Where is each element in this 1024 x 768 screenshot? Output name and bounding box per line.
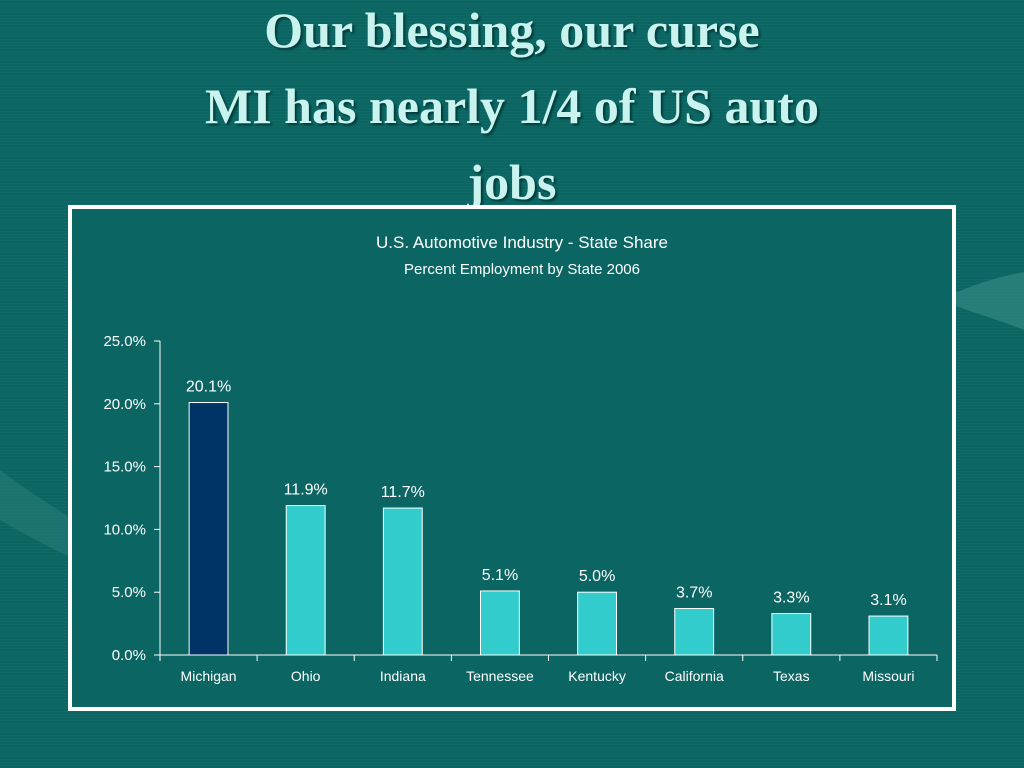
data-label-california: 3.7% — [676, 585, 712, 602]
y-tick-label: 15.0% — [103, 459, 146, 476]
x-tick-label-indiana: Indiana — [380, 668, 426, 684]
x-tick-label-tennessee: Tennessee — [466, 668, 534, 684]
x-tick-label-kentucky: Kentucky — [568, 668, 626, 684]
slide-title-line-1: Our blessing, our curse — [264, 2, 760, 58]
bar-michigan — [188, 402, 229, 656]
slide-title: Our blessing, our curse MI has nearly 1/… — [0, 0, 1024, 220]
bar-texas — [771, 613, 812, 656]
data-label-indiana: 11.7% — [381, 484, 425, 501]
y-tick-label: 0.0% — [112, 647, 146, 664]
x-tick-label-texas: Texas — [773, 668, 810, 684]
bar-california — [674, 608, 715, 656]
data-label-ohio: 11.9% — [284, 482, 328, 499]
bar-chart: U.S. Automotive Industry - State Share P… — [103, 233, 938, 684]
y-tick-label: 25.0% — [103, 333, 146, 350]
x-tick-label-ohio: Ohio — [291, 668, 321, 684]
data-label-tennessee: 5.1% — [482, 567, 518, 584]
slide-title-line-3: jobs — [467, 154, 557, 210]
slide-title-line-2: MI has nearly 1/4 of US auto — [205, 78, 819, 134]
bar-missouri — [868, 615, 909, 656]
data-label-texas: 3.3% — [773, 590, 809, 607]
x-tick-label-missouri: Missouri — [862, 668, 914, 684]
x-tick-label-california: California — [665, 668, 724, 684]
bar-ohio — [285, 505, 326, 656]
bar-kentucky — [577, 591, 617, 656]
y-tick-label: 20.0% — [103, 396, 146, 413]
x-tick-label-michigan: Michigan — [181, 668, 237, 684]
y-tick-label: 5.0% — [112, 584, 146, 601]
y-tick-label: 10.0% — [103, 521, 146, 538]
data-label-missouri: 3.1% — [870, 592, 906, 609]
chart-panel: U.S. Automotive Industry - State Share P… — [68, 205, 956, 711]
data-label-michigan: 20.1% — [186, 379, 231, 396]
bar-indiana — [382, 507, 423, 656]
data-label-kentucky: 5.0% — [579, 568, 615, 585]
chart-subtitle: Percent Employment by State 2006 — [404, 261, 640, 278]
chart-bars — [188, 402, 909, 656]
chart-title: U.S. Automotive Industry - State Share — [376, 233, 668, 252]
bar-tennessee — [480, 590, 520, 656]
chart-data-labels: 20.1% 11.9% 11.7% 5.1% 5.0% 3.7% 3.3% 3.1% — [186, 379, 907, 610]
